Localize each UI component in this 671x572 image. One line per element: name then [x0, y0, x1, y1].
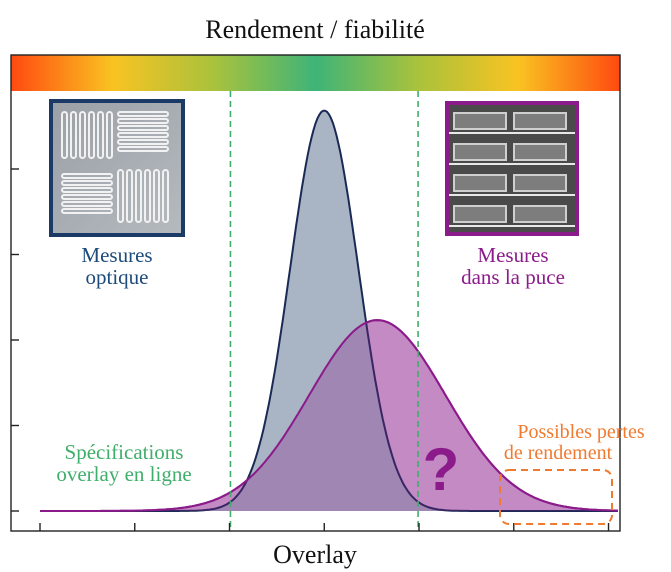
sem-cell: [513, 174, 567, 192]
target-bar: [61, 208, 113, 214]
label-puce-2: dans la puce: [461, 265, 565, 289]
sem-cell: [513, 205, 567, 223]
label-optique-1: Mesures: [81, 243, 152, 267]
target-bar: [61, 187, 113, 193]
target-bar: [79, 111, 86, 159]
target-bar: [117, 125, 169, 131]
target-bar: [61, 111, 68, 159]
question-mark: ?: [423, 436, 460, 503]
label-puce-1: Mesures: [477, 243, 548, 267]
sem-cell: [453, 174, 507, 192]
spec-limit-lines: [229, 91, 419, 531]
target-bar: [61, 201, 113, 207]
label-optique-2: optique: [86, 265, 149, 289]
target-bar: [126, 169, 133, 223]
axis-ticks: [11, 168, 610, 531]
target-bar: [117, 111, 169, 117]
target-bar: [162, 169, 169, 223]
label-spec-2: overlay en ligne: [56, 462, 191, 486]
optical-target-image: [49, 99, 185, 237]
area-optique: [40, 110, 618, 511]
target-bar: [135, 169, 142, 223]
series-layer: [40, 109, 618, 512]
sem-cell: [513, 143, 567, 161]
loss-region-box: [499, 469, 613, 525]
plot-frame: [10, 54, 621, 532]
target-bar: [61, 194, 113, 200]
area-puce-overlay: [40, 320, 618, 511]
target-bar: [117, 139, 169, 145]
target-bar: [106, 111, 113, 159]
sem-cell: [453, 205, 507, 223]
target-bar: [97, 111, 104, 159]
sem-cell: [513, 112, 567, 130]
target-bar: [117, 132, 169, 138]
target-bar: [70, 111, 77, 159]
target-bar: [88, 111, 95, 159]
target-bar: [117, 118, 169, 124]
label-spec-1: Spécifications: [65, 440, 184, 464]
chart-title: Rendement / fiabilité: [205, 15, 425, 44]
target-bar: [144, 169, 151, 223]
target-bar: [153, 169, 160, 223]
label-loss-2: de rendement: [504, 442, 613, 464]
target-bar: [117, 169, 124, 223]
target-bar: [61, 173, 113, 179]
target-bar: [61, 180, 113, 186]
sem-cell: [453, 112, 507, 130]
x-axis-label: Overlay: [273, 540, 357, 569]
label-loss-1: Possibles pertes: [517, 421, 644, 443]
yield-colorbar: [11, 55, 620, 91]
target-bar: [117, 146, 169, 152]
curve-puce-top: [40, 319, 618, 512]
in-chip-sem-image: [445, 101, 579, 236]
sem-cell: [453, 143, 507, 161]
